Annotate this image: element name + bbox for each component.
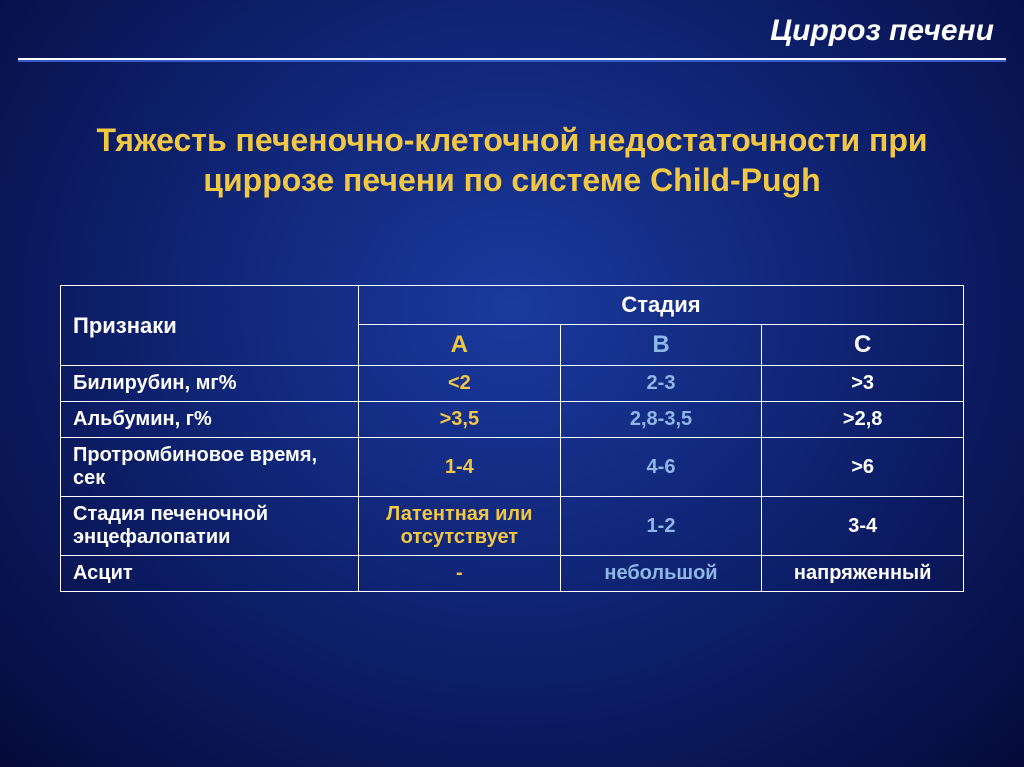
cell-a: 1-4 [359, 438, 561, 497]
stage-c-header: C [762, 325, 964, 366]
cell-b: 2,8-3,5 [560, 402, 762, 438]
cell-a: - [359, 556, 561, 592]
table-row: Протромбиновое время, сек 1-4 4-6 >6 [61, 438, 964, 497]
table-row: Асцит - небольшой напряженный [61, 556, 964, 592]
row-label: Асцит [61, 556, 359, 592]
cell-c: >6 [762, 438, 964, 497]
cell-c: >3 [762, 366, 964, 402]
cell-a: <2 [359, 366, 561, 402]
header-title: Цирроз печени [770, 14, 994, 47]
stage-b-header: B [560, 325, 762, 366]
cell-a: >3,5 [359, 402, 561, 438]
stage-a-header: A [359, 325, 561, 366]
cell-b: небольшой [560, 556, 762, 592]
cell-a: Латентная или отсутствует [359, 497, 561, 556]
table: Признаки Стадия A B C Билирубин, мг% <2 … [60, 285, 964, 592]
table-row: Стадия печеночной энцефалопатии Латентна… [61, 497, 964, 556]
cell-b: 4-6 [560, 438, 762, 497]
row-label: Стадия печеночной энцефалопатии [61, 497, 359, 556]
cell-c: 3-4 [762, 497, 964, 556]
cell-b: 1-2 [560, 497, 762, 556]
header-divider [18, 58, 1006, 62]
row-label: Протромбиновое время, сек [61, 438, 359, 497]
cell-b: 2-3 [560, 366, 762, 402]
row-label: Альбумин, г% [61, 402, 359, 438]
slide-header: Цирроз печени [30, 14, 994, 48]
main-title: Тяжесть печеночно-клеточной недостаточно… [40, 120, 984, 200]
child-pugh-table: Признаки Стадия A B C Билирубин, мг% <2 … [60, 285, 964, 592]
table-row: Билирубин, мг% <2 2-3 >3 [61, 366, 964, 402]
cell-c: >2,8 [762, 402, 964, 438]
row-label: Билирубин, мг% [61, 366, 359, 402]
table-header-row-1: Признаки Стадия [61, 286, 964, 325]
stage-header: Стадия [359, 286, 964, 325]
cell-c: напряженный [762, 556, 964, 592]
table-row: Альбумин, г% >3,5 2,8-3,5 >2,8 [61, 402, 964, 438]
signs-header: Признаки [61, 286, 359, 366]
